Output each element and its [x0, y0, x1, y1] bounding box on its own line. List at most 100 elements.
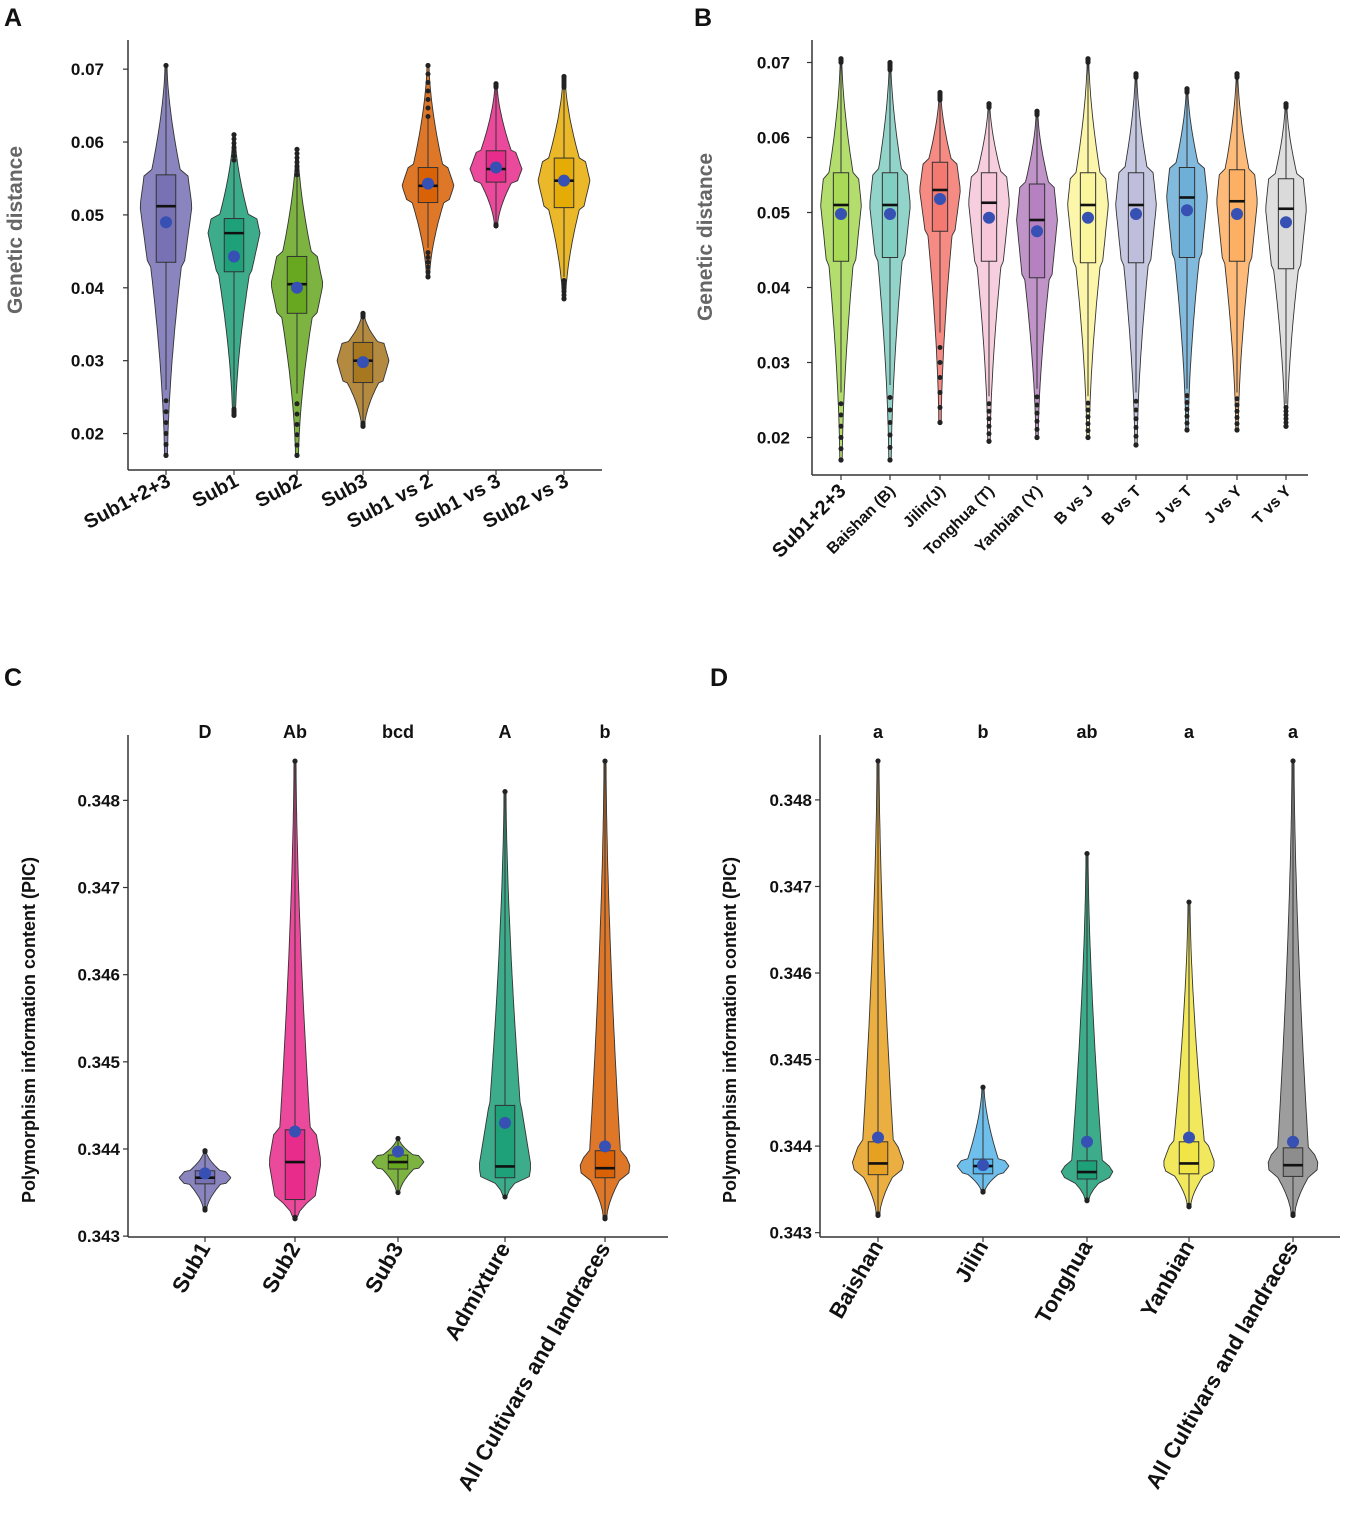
- outlier-point: [838, 56, 844, 62]
- outlier-point: [1283, 412, 1289, 418]
- y-tick-label: 0.03: [757, 354, 790, 373]
- y-tick-label: 0.06: [757, 129, 790, 148]
- panel-b-plot: 0.020.030.040.050.060.07Sub1+2+3Baishan …: [757, 40, 1308, 562]
- outlier-point: [1234, 421, 1240, 427]
- outlier-point: [425, 80, 431, 86]
- panel-letter-d: D: [710, 664, 728, 692]
- category-label: T vs Y: [1250, 483, 1295, 528]
- outlier-point: [1133, 416, 1139, 422]
- category-label: Sub1+2+3: [81, 470, 175, 534]
- y-tick-label: 0.07: [757, 54, 790, 73]
- mean-point-4: [1031, 225, 1043, 238]
- outlier-point: [1283, 416, 1289, 422]
- box-1: [223, 218, 245, 273]
- category-label: Sub2: [252, 470, 306, 512]
- mean-point-3: [1183, 1131, 1195, 1144]
- outlier-point: [425, 105, 431, 111]
- outlier-point: [294, 432, 300, 438]
- outlier-point: [887, 445, 893, 450]
- outlier-point: [294, 411, 300, 417]
- mean-point-1: [289, 1125, 301, 1138]
- outlier-point: [1034, 402, 1040, 408]
- outlier-point: [1084, 1198, 1090, 1204]
- outlier-point: [493, 223, 499, 229]
- outlier-point: [986, 416, 992, 422]
- category-label: B vs J: [1051, 483, 1096, 528]
- mean-point-8: [1231, 208, 1243, 220]
- outlier-point: [231, 157, 237, 163]
- outlier-point: [425, 264, 431, 270]
- panel-c-plot: 0.343 0.344 0.345 0.346 0.347 0.348 Sub1 D Sub2 A…: [77, 722, 668, 1495]
- outlier-point: [425, 88, 431, 94]
- box-0: [867, 1141, 889, 1176]
- outlier-point: [1283, 101, 1289, 107]
- mean-point-5: [490, 161, 502, 174]
- mean-point-2: [934, 193, 946, 205]
- outlier-point: [1184, 420, 1190, 426]
- outlier-point: [502, 789, 508, 795]
- outlier-point: [937, 345, 943, 350]
- outlier-point: [502, 1194, 508, 1200]
- y-tick-label: 0.05: [71, 206, 104, 225]
- outlier-point: [1133, 407, 1139, 413]
- outlier-point: [1290, 1212, 1296, 1218]
- category-label: Jilin: [950, 1236, 994, 1287]
- y-tick-label: 0.02: [757, 429, 790, 448]
- mean-point-4: [599, 1140, 611, 1153]
- outlier-point: [1184, 406, 1190, 412]
- outlier-point: [986, 408, 992, 414]
- outlier-point: [1234, 71, 1240, 77]
- outlier-point: [425, 114, 431, 120]
- y-tick-label: 0.03: [71, 352, 104, 371]
- outlier-point: [395, 1189, 401, 1196]
- mean-point-1: [884, 208, 896, 220]
- outlier-point: [163, 62, 169, 69]
- outlier-point: [163, 441, 169, 447]
- outlier-point: [986, 431, 992, 437]
- category-label: Sub1: [167, 1238, 216, 1297]
- mean-point-6: [558, 174, 570, 187]
- outlier-point: [1234, 415, 1240, 420]
- outlier-point: [1290, 758, 1296, 764]
- y-tick-label: 0.348: [769, 791, 812, 810]
- outlier-point: [602, 1216, 608, 1222]
- panel-a-y-axis-title: Genetic distance: [4, 146, 27, 314]
- mean-point-4: [1287, 1135, 1299, 1148]
- significance-label: a: [1184, 722, 1195, 742]
- mean-point-1: [977, 1159, 989, 1172]
- outlier-point: [231, 132, 237, 138]
- outlier-point: [1234, 396, 1240, 402]
- outlier-point: [602, 758, 608, 764]
- outlier-point: [231, 140, 237, 146]
- outlier-point: [561, 292, 567, 298]
- category-label: J vs Y: [1201, 483, 1246, 528]
- box-1: [284, 1129, 306, 1201]
- y-tick-label: 0.04: [757, 279, 791, 298]
- outlier-point: [163, 431, 169, 437]
- outlier-point: [561, 278, 567, 284]
- panel-d-plot: 0.343 0.344 0.345 0.346 0.347 0.348 Baishan a Ji…: [769, 722, 1340, 1493]
- outlier-point: [980, 1084, 986, 1090]
- y-tick-label: 0.344: [77, 1140, 120, 1159]
- outlier-point: [838, 401, 844, 407]
- box-3: [1178, 1141, 1200, 1175]
- category-label: Jilin(J): [900, 483, 948, 531]
- outlier-point: [1034, 434, 1040, 441]
- outlier-point: [1085, 407, 1091, 413]
- mean-point-3: [499, 1116, 511, 1129]
- outlier-point: [202, 1148, 208, 1154]
- outlier-point: [875, 758, 881, 764]
- category-label: Sub2: [257, 1238, 306, 1297]
- outlier-point: [294, 401, 300, 407]
- significance-label: ab: [1076, 722, 1097, 742]
- outlier-point: [1133, 442, 1139, 448]
- significance-label: A: [499, 722, 512, 742]
- outlier-point: [1034, 410, 1040, 416]
- outlier-point: [231, 406, 237, 412]
- outlier-point: [1184, 427, 1190, 433]
- outlier-point: [163, 398, 169, 404]
- panel-b-y-axis-title: Genetic distance: [694, 153, 717, 321]
- outlier-point: [1085, 400, 1091, 406]
- outlier-point: [838, 412, 844, 418]
